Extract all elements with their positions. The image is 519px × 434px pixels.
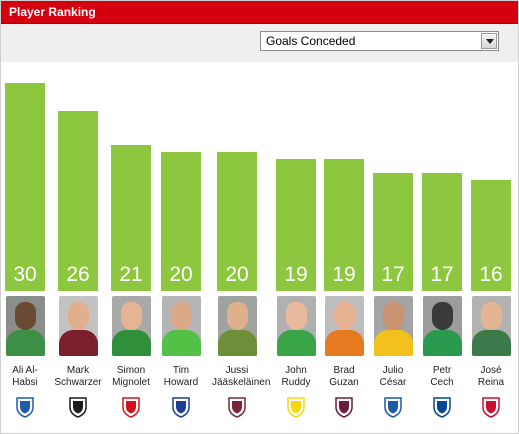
liverpool-badge-icon[interactable] [480,396,502,418]
bar-2[interactable]: 21 [111,145,151,291]
astonvilla-badge-icon[interactable] [333,396,355,418]
bar-value-label: 20 [169,263,193,286]
player-name-line1: Jussi [225,365,249,376]
player-kit [325,330,364,356]
player-head [15,302,36,330]
player-head [481,302,502,330]
player-name[interactable]: Jussi Jääskeläinen [212,365,271,389]
player-name-line2: Habsi [12,377,38,388]
player-name-line1: Brad [333,365,355,376]
player-photo[interactable] [59,296,98,356]
player-name-line2: César [379,377,407,388]
header-bar: Player Ranking [1,1,518,24]
player-name[interactable]: Julio César [368,365,418,389]
player-name-line1: John [285,365,307,376]
player-head [334,302,355,330]
bar-8[interactable]: 17 [422,173,462,291]
player-head [383,302,404,330]
bar-value-label: 21 [119,263,143,286]
norwich-badge-icon[interactable] [285,396,307,418]
player-kit [6,330,45,356]
player-head [227,302,248,330]
bar-value-label: 19 [284,263,308,286]
bar-value-label: 19 [332,263,356,286]
player-name-line1: Julio [382,365,404,376]
player-kit [374,330,413,356]
player-name-line2: Reina [477,377,505,388]
wigan-badge-icon[interactable] [14,396,36,418]
bar-7[interactable]: 17 [373,173,413,291]
player-name[interactable]: Ali Al- Habsi [0,365,50,389]
player-kit [423,330,462,356]
player-name[interactable]: John Ruddy [271,365,321,389]
player-head [432,302,453,330]
player-name-line2: Howard [163,377,199,388]
player-photo[interactable] [112,296,151,356]
bar-5[interactable]: 19 [276,159,316,291]
player-name-line2: Guzan [329,377,359,388]
metric-dropdown-value: Goals Conceded [266,34,356,48]
player-kit [59,330,98,356]
bar-value-label: 26 [66,263,90,286]
player-name-line1: José [480,365,502,376]
metric-dropdown[interactable]: Goals Conceded [260,31,499,51]
widget-title: Player Ranking [9,5,96,19]
player-photo[interactable] [374,296,413,356]
player-kit [218,330,257,356]
player-kit [277,330,316,356]
player-photo[interactable] [162,296,201,356]
player-head [121,302,142,330]
player-name[interactable]: Tim Howard [156,365,206,389]
bar-1[interactable]: 26 [58,111,98,291]
bar-value-label: 17 [430,263,454,286]
chevron-down-icon[interactable] [481,33,497,49]
player-photo[interactable] [6,296,45,356]
player-photo[interactable] [277,296,316,356]
bar-6[interactable]: 19 [324,159,364,291]
player-name-line2: Jääskeläinen [212,377,271,388]
chelsea-badge-icon[interactable] [431,396,453,418]
player-photo[interactable] [325,296,364,356]
player-name[interactable]: José Reina [466,365,516,389]
player-head [68,302,89,330]
player-photo[interactable] [218,296,257,356]
player-name-line1: Petr [432,365,452,376]
player-name-line2: Mignolet [112,377,150,388]
player-name-line1: Tim [172,365,190,376]
fulham-badge-icon[interactable] [67,396,89,418]
player-kit [162,330,201,356]
player-name-line1: Mark [66,365,90,376]
player-kit [472,330,511,356]
player-name-line2: Cech [430,377,454,388]
bar-4[interactable]: 20 [217,152,257,291]
player-name-line2: Ruddy [281,377,311,388]
player-photo[interactable] [472,296,511,356]
bar-value-label: 17 [381,263,405,286]
bar-value-label: 20 [225,263,249,286]
sunderland-badge-icon[interactable] [120,396,142,418]
player-name-line1: Simon [116,365,146,376]
bar-3[interactable]: 20 [161,152,201,291]
player-name[interactable]: Mark Schwarzer [53,365,103,389]
player-name-line1: Ali Al- [12,365,38,376]
qpr-badge-icon[interactable] [382,396,404,418]
bar-value-label: 30 [13,263,37,286]
player-photo[interactable] [423,296,462,356]
toolbar: Goals Conceded [1,24,518,62]
player-name[interactable]: Brad Guzan [319,365,369,389]
westham-badge-icon[interactable] [226,396,248,418]
player-name[interactable]: Simon Mignolet [106,365,156,389]
player-kit [112,330,151,356]
bar-0[interactable]: 30 [5,83,45,291]
player-name[interactable]: Petr Cech [417,365,467,389]
player-head [171,302,192,330]
player-name-line2: Schwarzer [54,377,102,388]
player-head [286,302,307,330]
bar-9[interactable]: 16 [471,180,511,291]
everton-badge-icon[interactable] [170,396,192,418]
bar-value-label: 16 [479,263,503,286]
ranking-chart: 30 Ali Al- Habsi 26 Mark Schwarzer 21 Simon Mign… [1,62,518,433]
